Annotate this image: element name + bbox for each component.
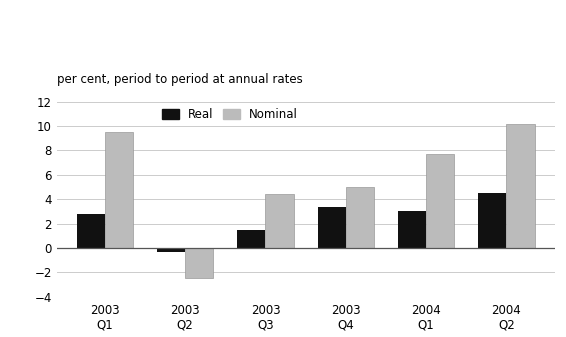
Bar [426, 154, 454, 248]
Bar [237, 230, 265, 248]
Bar [105, 132, 133, 248]
Bar [76, 214, 105, 248]
Bar [185, 248, 213, 278]
Legend: Real, Nominal: Real, Nominal [162, 109, 298, 121]
Bar [157, 248, 185, 252]
Bar [507, 124, 535, 248]
Text: Canadian GDP Growth: Canadian GDP Growth [10, 17, 217, 35]
Bar [346, 187, 374, 248]
Bar [265, 194, 294, 248]
Bar [318, 207, 346, 248]
Bar [478, 193, 507, 248]
Text: per cent, period to period at annual rates: per cent, period to period at annual rat… [57, 73, 302, 86]
Bar [398, 211, 426, 248]
